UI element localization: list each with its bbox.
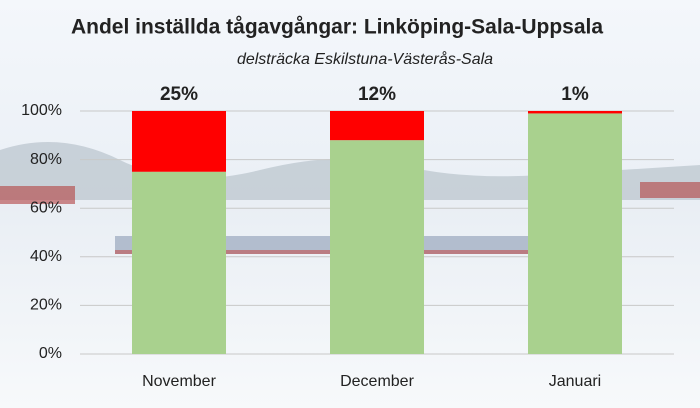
bar-segment xyxy=(132,171,226,354)
bar-segment xyxy=(330,111,424,141)
chart-title: Andel inställda tågavgångar: Linköping-S… xyxy=(71,16,603,39)
bar-segment xyxy=(132,111,226,172)
bar-segment xyxy=(330,140,424,354)
data-label: 12% xyxy=(358,84,396,105)
background-house xyxy=(640,182,700,198)
y-tick-label: 100% xyxy=(21,102,62,119)
y-tick-label: 80% xyxy=(30,151,62,168)
background-train-stripe xyxy=(115,250,530,254)
y-tick-label: 60% xyxy=(30,199,62,216)
y-tick-label: 40% xyxy=(30,248,62,265)
bar-segment xyxy=(528,111,622,114)
y-tick-label: 0% xyxy=(39,345,62,362)
x-tick-label: December xyxy=(340,373,414,390)
plot-area: 0% 20% 40% 60% 80% 100% 25% November 12% December… xyxy=(21,84,674,390)
chart-subtitle: delsträcka Eskilstuna-Västerås-Sala xyxy=(237,50,493,68)
bar-segment xyxy=(528,113,622,355)
x-tick-label: Januari xyxy=(549,373,601,390)
data-label: 1% xyxy=(561,84,589,105)
background-house xyxy=(0,186,75,204)
data-label: 25% xyxy=(160,84,198,105)
y-tick-label: 20% xyxy=(30,297,62,314)
x-tick-label: November xyxy=(142,373,216,390)
